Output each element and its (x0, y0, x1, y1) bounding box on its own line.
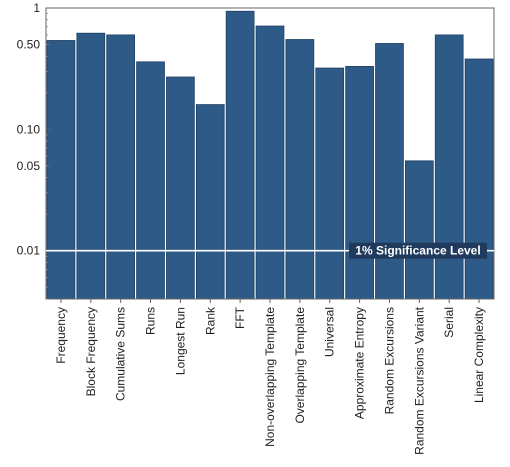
bar-random-excursions (375, 43, 404, 300)
x-tick-label: Longest Run (173, 307, 187, 375)
bar-random-excursions-variant (404, 160, 434, 300)
bar-frequency (46, 40, 76, 300)
y-tick-label: 0.50 (17, 38, 41, 52)
bar-runs (136, 61, 165, 300)
x-tick-label: Universal (323, 307, 337, 357)
significance-label: 1% Significance Level (355, 244, 480, 258)
bar-serial (434, 34, 464, 300)
y-axis: 1 0.50 0.10 0.05 0.01 (17, 1, 50, 300)
bar-linear-complexity (464, 58, 494, 300)
bar-universal (315, 67, 345, 300)
x-tick-label: Random Excursions (382, 307, 396, 414)
y-tick-label: 0.01 (17, 244, 41, 258)
bar-cumulative-sums (106, 34, 136, 300)
x-tick-label: Random Excursions Variant (412, 306, 426, 455)
bar-block-frequency (76, 32, 106, 300)
x-tick-label: Approximate Entropy (353, 307, 367, 419)
bar-longest-run (166, 76, 195, 300)
bar-rank (195, 104, 225, 300)
bar-overlapping-template (285, 39, 315, 300)
x-tick-label: Runs (144, 307, 158, 335)
x-tick-label: Serial (442, 307, 456, 338)
y-tick-label: 0.10 (17, 122, 41, 136)
x-tick-label: Non-overlapping Template (263, 307, 277, 447)
x-tick-label: Linear Complexity (472, 307, 486, 403)
x-tick-label: Frequency (54, 307, 68, 364)
x-axis: Frequency Block Frequency Cumulative Sums R… (54, 299, 486, 455)
y-tick-label: 0.05 (17, 159, 41, 173)
bar-fft (225, 10, 255, 300)
significance-label-background (349, 242, 487, 259)
x-tick-label: Overlapping Template (293, 307, 307, 424)
x-tick-label: Rank (203, 306, 217, 335)
bar-non-overlapping-template (255, 25, 285, 300)
bar-approximate-entropy (345, 66, 374, 300)
x-tick-label: Block Frequency (84, 307, 98, 396)
x-tick-label: FFT (233, 306, 247, 329)
significance-line-group: 1% Significance Level (46, 242, 494, 259)
y-tick-label: 1 (33, 1, 40, 15)
x-tick-label: Cumulative Sums (114, 307, 128, 401)
